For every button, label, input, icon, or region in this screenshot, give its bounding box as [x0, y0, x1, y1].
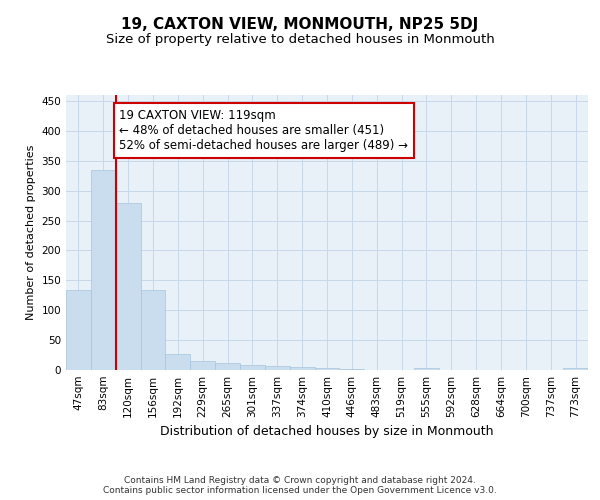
- Bar: [66, 290, 91, 370]
- Text: 19 CAXTON VIEW: 119sqm
← 48% of detached houses are smaller (451)
52% of semi-de: 19 CAXTON VIEW: 119sqm ← 48% of detached…: [119, 109, 409, 152]
- Text: Contains HM Land Registry data © Crown copyright and database right 2024.
Contai: Contains HM Land Registry data © Crown c…: [103, 476, 497, 495]
- X-axis label: Distribution of detached houses by size in Monmouth: Distribution of detached houses by size …: [160, 426, 494, 438]
- Bar: [140, 290, 166, 370]
- Bar: [290, 367, 314, 370]
- Bar: [240, 365, 265, 370]
- Bar: [563, 368, 588, 370]
- Bar: [190, 361, 215, 370]
- Text: 19, CAXTON VIEW, MONMOUTH, NP25 5DJ: 19, CAXTON VIEW, MONMOUTH, NP25 5DJ: [121, 18, 479, 32]
- Bar: [91, 170, 116, 370]
- Bar: [116, 202, 140, 370]
- Y-axis label: Number of detached properties: Number of detached properties: [26, 145, 36, 320]
- Bar: [265, 366, 290, 370]
- Text: Size of property relative to detached houses in Monmouth: Size of property relative to detached ho…: [106, 32, 494, 46]
- Bar: [414, 368, 439, 370]
- Bar: [215, 364, 240, 370]
- Bar: [314, 368, 340, 370]
- Bar: [166, 354, 190, 370]
